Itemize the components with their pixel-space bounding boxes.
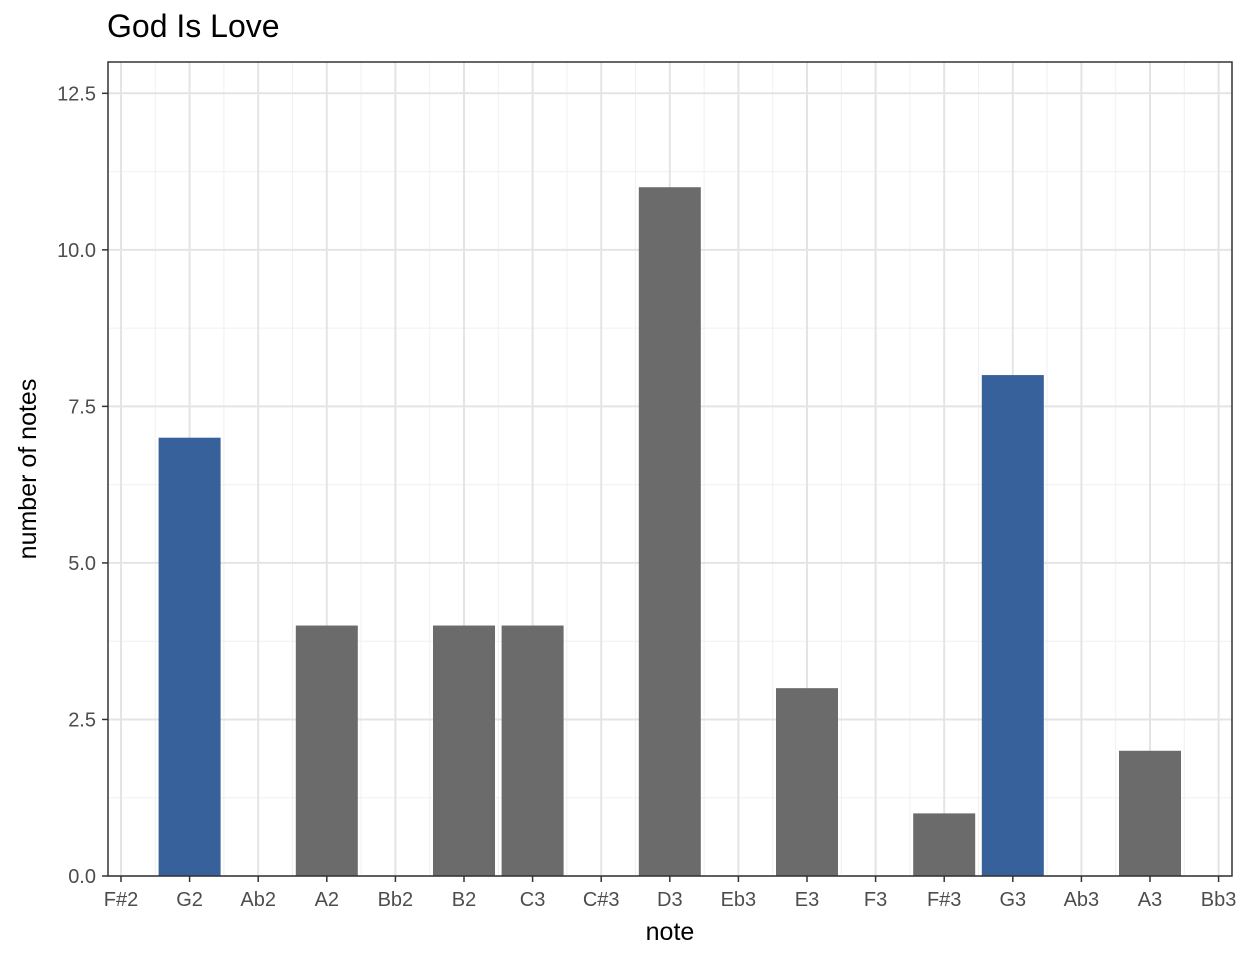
x-tick-label: E3 xyxy=(795,889,819,911)
x-tick-label: D3 xyxy=(657,889,683,911)
y-tick-label: 12.5 xyxy=(57,83,96,105)
x-tick-label: F3 xyxy=(864,889,887,911)
y-tick-label: 10.0 xyxy=(57,240,96,262)
x-tick-label: G2 xyxy=(176,889,203,911)
bar-b2 xyxy=(433,625,495,876)
chart-title: God Is Love xyxy=(107,8,280,44)
y-tick-label: 2.5 xyxy=(68,709,96,731)
bar-c3 xyxy=(501,625,564,876)
x-tick-label: C3 xyxy=(520,889,546,911)
x-tick-label: Ab2 xyxy=(240,889,276,911)
x-tick-label: A3 xyxy=(1138,889,1162,911)
x-tick-label: Ab3 xyxy=(1064,889,1100,911)
x-tick-label: Bb2 xyxy=(378,889,414,911)
x-axis-ticks: F#2 G2 Ab2 A2 Bb2 B2 C3 C#3 D3 Eb3 E3 F3 F#3 G3 Ab3 A3 B… xyxy=(104,876,1237,911)
x-tick-label: Eb3 xyxy=(721,889,757,911)
bars xyxy=(158,187,1181,876)
x-tick-label: F#2 xyxy=(104,889,138,911)
y-tick-label: 0.0 xyxy=(68,866,96,888)
bar-e3 xyxy=(776,688,838,876)
bar-fsharp3 xyxy=(913,813,976,876)
bar-g2 xyxy=(158,437,221,876)
y-tick-label: 7.5 xyxy=(68,396,96,418)
bar-g3 xyxy=(981,375,1044,876)
bar-a2 xyxy=(295,625,358,876)
x-tick-label: G3 xyxy=(999,889,1026,911)
y-axis-ticks: 0.0 2.5 5.0 7.5 10.0 12.5 xyxy=(57,83,108,888)
y-axis-title: number of notes xyxy=(14,379,42,560)
bar-d3 xyxy=(638,187,701,876)
x-tick-label: Bb3 xyxy=(1201,889,1237,911)
x-tick-label: C#3 xyxy=(583,889,620,911)
x-tick-label: F#3 xyxy=(927,889,961,911)
x-tick-label: B2 xyxy=(452,889,476,911)
x-axis-title: note xyxy=(646,918,695,946)
x-tick-label: A2 xyxy=(315,889,339,911)
bar-a3 xyxy=(1119,750,1181,876)
y-tick-label: 5.0 xyxy=(68,553,96,575)
